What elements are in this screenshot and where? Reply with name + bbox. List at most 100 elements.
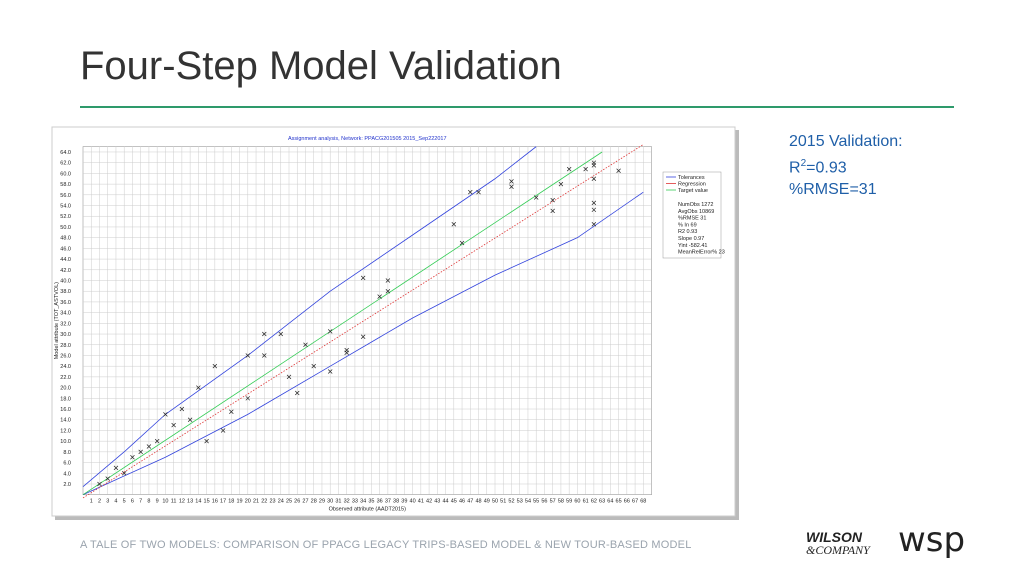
logo-text: &COMPANY	[806, 543, 870, 557]
x-tick-label: 8	[147, 499, 150, 505]
x-tick-label: 15	[204, 499, 210, 505]
reference-line	[82, 144, 644, 499]
point	[509, 184, 514, 190]
x-tick-label: 17	[220, 499, 226, 505]
y-tick-label: 18.0	[60, 396, 71, 402]
point	[459, 240, 465, 246]
legend-box	[662, 171, 722, 259]
x-tick-label: 39	[401, 499, 407, 505]
point	[360, 275, 366, 281]
x-tick-label: 53	[517, 499, 523, 505]
point	[468, 189, 473, 195]
y-tick-label: 38.0	[60, 289, 71, 295]
y-tick-label: 54.0	[60, 204, 71, 210]
point	[113, 465, 119, 471]
point	[105, 476, 110, 481]
point	[187, 417, 193, 422]
point	[154, 438, 160, 444]
x-tick-label: 21	[253, 499, 259, 505]
x-tick-label: 1	[90, 499, 93, 505]
side-note: 2015 Validation: R2=0.93 %RMSE=31	[789, 131, 903, 201]
x-tick-label: 67	[632, 499, 638, 505]
x-tick-label: 56	[541, 499, 547, 505]
x-tick-label: 23	[269, 499, 275, 505]
point	[278, 331, 284, 337]
x-tick-label: 35	[368, 499, 374, 505]
y-tick-label: 48.0	[60, 236, 71, 242]
point	[566, 166, 572, 172]
x-tick-label: 26	[294, 499, 300, 505]
x-tick-label: 38	[393, 499, 399, 505]
x-tick-label: 10	[162, 499, 168, 505]
y-tick-label: 6.0	[63, 461, 71, 467]
y-tick-label: 28.0	[60, 343, 71, 349]
reference-line	[82, 146, 537, 487]
x-tick-label: 33	[352, 499, 358, 505]
x-tick-label: 60	[574, 499, 580, 505]
x-tick-label: 36	[377, 499, 383, 505]
x-tick-label: 18	[228, 499, 234, 505]
y-tick-label: 34.0	[60, 311, 71, 317]
point	[245, 353, 251, 358]
point	[550, 208, 555, 214]
stat-line: R2 0.93	[678, 229, 697, 235]
point	[138, 449, 143, 455]
reference-line	[82, 151, 603, 496]
x-tick-label: 6	[131, 499, 134, 505]
point	[533, 195, 539, 200]
y-tick-label: 58.0	[60, 182, 71, 188]
stat-line: % In 69	[678, 222, 697, 228]
point	[171, 422, 176, 428]
y-axis-label: Model attribute (TOT_ASTVOL)	[54, 282, 60, 359]
point	[385, 278, 391, 283]
chart-title: Assignment analysis, Network: PPACG20150…	[288, 136, 447, 142]
x-axis-label: Observed attribute (AADT2015)	[329, 507, 407, 513]
x-tick-label: 37	[385, 499, 391, 505]
title-rule	[80, 106, 954, 108]
stat-line: %RMSE 31	[678, 216, 706, 222]
x-tick-label: 64	[607, 499, 613, 505]
x-tick-label: 24	[278, 499, 284, 505]
y-tick-label: 30.0	[60, 332, 71, 338]
point	[327, 329, 333, 334]
legend-label: Target value	[678, 188, 708, 194]
point	[220, 428, 226, 433]
y-tick-label: 8.0	[63, 450, 71, 456]
footer: A TALE OF TWO MODELS: COMPARISON OF PPAC…	[80, 539, 692, 551]
point	[196, 385, 201, 390]
x-tick-label: 40	[410, 499, 416, 505]
x-tick-label: 9	[156, 499, 159, 505]
x-tick-label: 11	[171, 499, 177, 505]
point	[286, 374, 292, 380]
y-tick-label: 32.0	[60, 321, 71, 327]
x-tick-label: 25	[286, 499, 292, 505]
x-tick-label: 32	[344, 499, 350, 505]
x-tick-label: 52	[508, 499, 514, 505]
x-tick-label: 65	[616, 499, 622, 505]
x-tick-label: 7	[139, 499, 142, 505]
x-tick-label: 47	[467, 499, 473, 505]
y-tick-label: 36.0	[60, 300, 71, 306]
y-tick-label: 24.0	[60, 364, 71, 370]
logo-wsp: wsp	[898, 520, 966, 560]
point	[146, 444, 152, 449]
point	[311, 363, 316, 369]
legend-label: Regression	[678, 182, 706, 188]
x-tick-label: 29	[319, 499, 325, 505]
point	[591, 222, 597, 227]
side-line: R2=0.93	[789, 153, 903, 179]
point	[303, 342, 308, 348]
x-tick-label: 57	[550, 499, 556, 505]
side-line: %RMSE=31	[789, 181, 877, 199]
x-tick-label: 44	[442, 499, 448, 505]
y-tick-label: 42.0	[60, 268, 71, 274]
slide-title: Four-Step Model Validation	[80, 44, 562, 88]
y-tick-label: 26.0	[60, 353, 71, 359]
point	[327, 369, 333, 374]
stat-line: MeanRelError% 23	[678, 250, 725, 256]
plot-area	[82, 146, 652, 496]
x-tick-label: 31	[335, 499, 341, 505]
x-tick-label: 54	[525, 499, 531, 505]
